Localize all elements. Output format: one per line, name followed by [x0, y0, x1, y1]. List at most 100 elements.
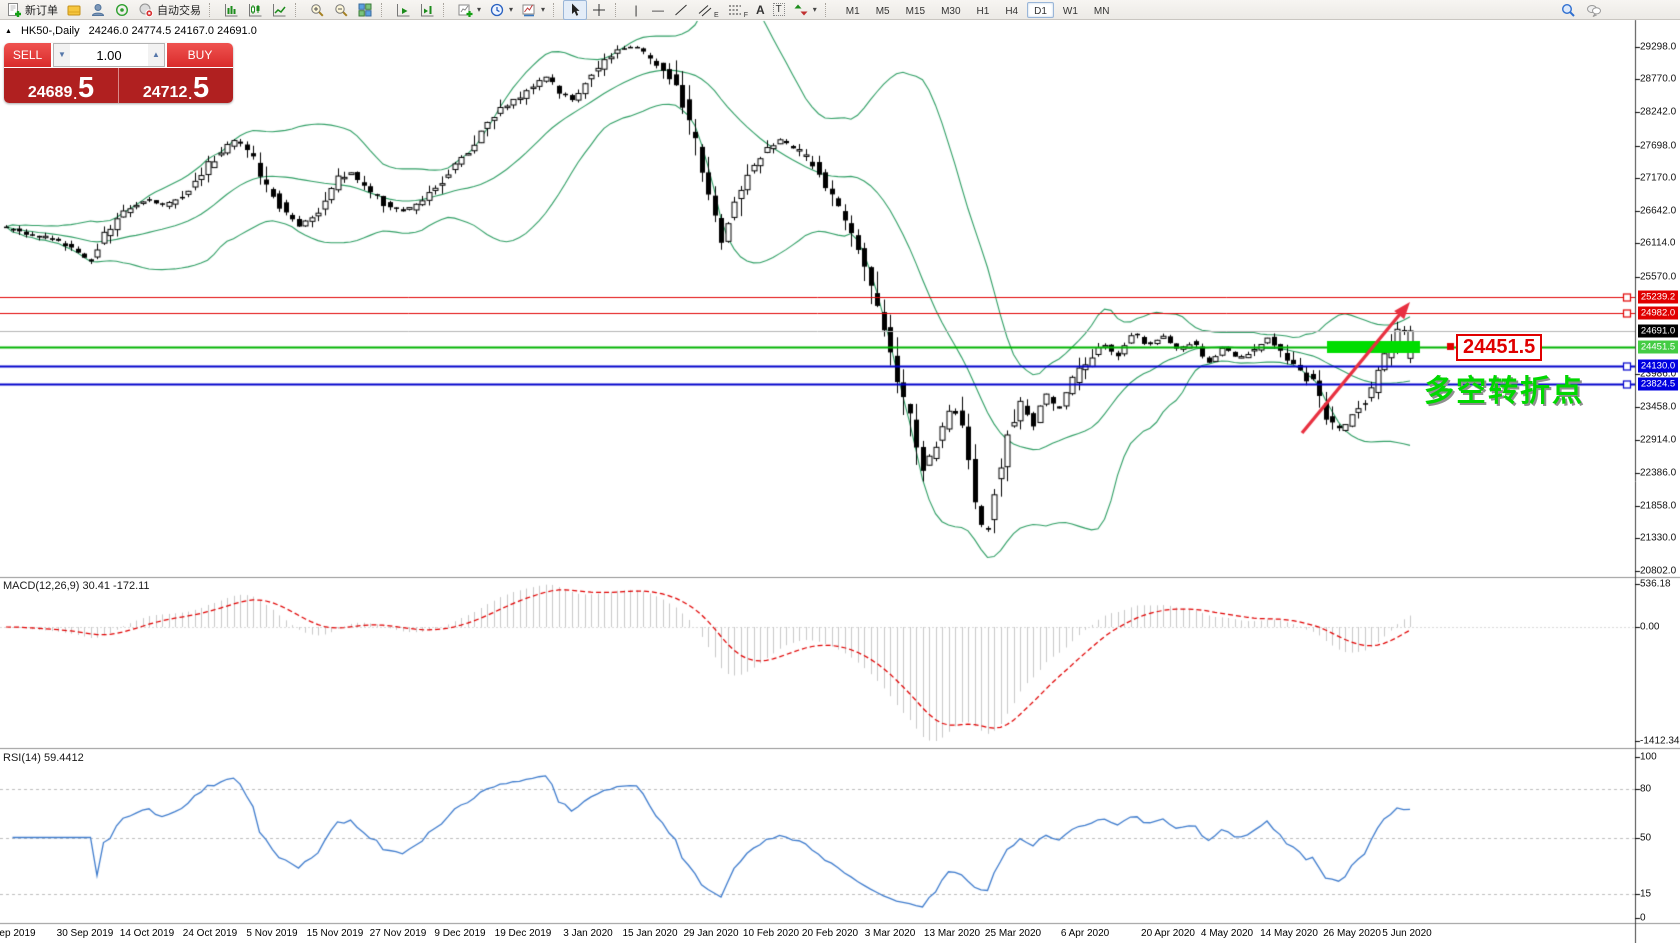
timeframe-button[interactable]: D1 — [1027, 1, 1054, 18]
timeframe-button[interactable]: W1 — [1056, 2, 1085, 18]
price-axis-tick: 26642.0 — [1640, 205, 1677, 217]
cursor-tool-button[interactable] — [563, 0, 588, 20]
metaeditor-button[interactable] — [62, 0, 86, 20]
trendline-tool-button[interactable] — [669, 0, 693, 20]
collapse-triangle-icon[interactable]: ▲ — [5, 27, 12, 35]
toolbar-separator — [553, 2, 560, 17]
trade-panel-controls: SELL ▼ 1.00 ▲ BUY — [4, 43, 233, 67]
timeframe-button[interactable]: M15 — [899, 2, 932, 18]
fibonacci-tool-button[interactable]: F — [723, 0, 752, 20]
zoom-in-button[interactable] — [305, 0, 329, 20]
buy-price[interactable]: 24712 . 5 — [119, 68, 233, 103]
time-axis-label: 20 Feb 2020 — [801, 928, 859, 939]
volume-value[interactable]: 1.00 — [96, 47, 122, 63]
rsi-axis-tick: 50 — [1640, 832, 1652, 844]
toolbar-separator — [615, 2, 622, 17]
candlestick-chart-button[interactable] — [243, 0, 267, 20]
vertical-line-tool-button[interactable]: | — [625, 0, 647, 20]
volume-spinner[interactable]: ▼ 1.00 ▲ — [53, 43, 165, 67]
buy-button[interactable]: BUY — [167, 43, 233, 67]
line-chart-icon — [271, 2, 287, 18]
price-tag-annotation[interactable]: 24451.5 — [1456, 334, 1543, 361]
price-axis-tick: 25570.0 — [1640, 271, 1677, 283]
dropdown-caret-icon: ▾ — [509, 5, 514, 14]
price-axis-tick: 22386.0 — [1640, 467, 1677, 479]
auto-scroll-button[interactable] — [391, 0, 415, 20]
price-axis[interactable]: 29298.0 28770.0 28242.0 27698.0 27170.0 26642… — [1636, 0, 1680, 943]
chart-title: ▲ HK50-,Daily 24246.0 24774.5 24167.0 24… — [5, 25, 257, 37]
channel-tool-button[interactable]: E — [693, 0, 723, 20]
new-order-icon — [6, 2, 22, 18]
price-level-badge: 24691.0 — [1638, 324, 1678, 338]
time-axis[interactable]: 8 Sep 2019 30 Sep 2019 14 Oct 2019 24 Oct 2… — [0, 925, 1680, 943]
rsi-axis-tick: 80 — [1640, 783, 1652, 795]
text-tool-button[interactable]: A — [752, 0, 769, 20]
new-order-label: 新订单 — [25, 4, 58, 17]
signals-button[interactable] — [110, 0, 134, 20]
macd-axis-tick: 536.18 — [1640, 578, 1671, 590]
templates-button[interactable]: ▾ — [517, 0, 549, 20]
dropdown-caret-icon: ▾ — [812, 5, 817, 14]
timeframe-button[interactable]: M1 — [839, 2, 867, 18]
timeframe-button[interactable]: M30 — [934, 2, 967, 18]
bar-chart-button[interactable] — [219, 0, 243, 20]
chart-shift-button[interactable] — [415, 0, 439, 20]
sell-button[interactable]: SELL — [4, 43, 51, 67]
price-level-badge: 24982.0 — [1638, 306, 1678, 320]
tile-windows-icon — [357, 2, 373, 18]
periods-button[interactable]: ▾ — [485, 0, 517, 20]
timeframe-button[interactable]: M5 — [869, 2, 897, 18]
turning-point-annotation[interactable]: 多空转折点 — [1424, 375, 1584, 408]
autotrade-button[interactable]: 自动交易 — [134, 0, 205, 20]
timeframe-button[interactable]: H1 — [970, 2, 997, 18]
fibonacci-icon — [727, 2, 743, 18]
price-axis-tick: 23458.0 — [1640, 401, 1677, 413]
search-icon[interactable] — [1560, 2, 1576, 18]
new-order-button[interactable]: 新订单 — [2, 0, 62, 20]
time-axis-label: 10 Feb 2020 — [742, 928, 800, 939]
horizontal-line-tool-button[interactable]: — — [647, 0, 669, 20]
label-tool-button[interactable]: T — [769, 0, 789, 20]
timeframe-button[interactable]: MN — [1087, 2, 1117, 18]
line-chart-button[interactable] — [267, 0, 291, 20]
price-axis-tick: 20802.0 — [1640, 565, 1677, 577]
sell-price-dot: . — [73, 87, 77, 102]
autotrade-label: 自动交易 — [157, 4, 201, 17]
new-chart-button[interactable]: ▾ — [453, 0, 485, 20]
price-axis-tick: 28770.0 — [1640, 73, 1677, 85]
channel-icon — [697, 2, 713, 18]
price-axis-tick: 26114.0 — [1640, 237, 1676, 249]
time-axis-label: 3 Jan 2020 — [563, 928, 613, 939]
toolbar-right-group — [1560, 2, 1602, 18]
price-axis-tick: 21330.0 — [1640, 532, 1677, 544]
timeframe-group: M1 M5 M15 M30 H1 H4 D1 W1 MN — [839, 1, 1117, 18]
sell-price[interactable]: 24689 . 5 — [4, 68, 119, 103]
time-axis-label: 15 Jan 2020 — [622, 928, 678, 939]
chart-shift-icon — [419, 2, 435, 18]
volume-increase-button[interactable]: ▲ — [148, 44, 164, 66]
fibonacci-letter: F — [743, 11, 748, 19]
timeframe-button[interactable]: H4 — [998, 2, 1025, 18]
profile-button[interactable] — [86, 0, 110, 20]
trade-panel-prices: 24689 . 5 24712 . 5 — [4, 67, 233, 103]
volume-decrease-button[interactable]: ▼ — [54, 44, 70, 66]
autotrade-icon — [138, 2, 154, 18]
price-axis-tick: 29298.0 — [1640, 41, 1677, 53]
chat-icon[interactable] — [1586, 2, 1602, 18]
time-axis-label: 6 Apr 2020 — [1060, 928, 1110, 939]
one-click-trading-panel: SELL ▼ 1.00 ▲ BUY 24689 . 5 24712 . 5 — [4, 43, 233, 103]
crosshair-tool-button[interactable] — [587, 0, 611, 20]
arrows-tool-button[interactable]: ▾ — [789, 0, 821, 20]
template-icon — [521, 2, 537, 18]
time-axis-label: 5 Nov 2019 — [246, 928, 298, 939]
toolbar-separator — [824, 2, 832, 17]
toolbar-separator — [209, 2, 216, 17]
zoom-out-button[interactable] — [329, 0, 353, 20]
horizontal-line-icon: — — [652, 2, 665, 17]
tile-windows-button[interactable] — [353, 0, 377, 20]
dropdown-caret-icon: ▾ — [477, 5, 482, 14]
time-axis-label: 27 Nov 2019 — [369, 928, 427, 939]
time-axis-label: 15 Nov 2019 — [306, 928, 364, 939]
